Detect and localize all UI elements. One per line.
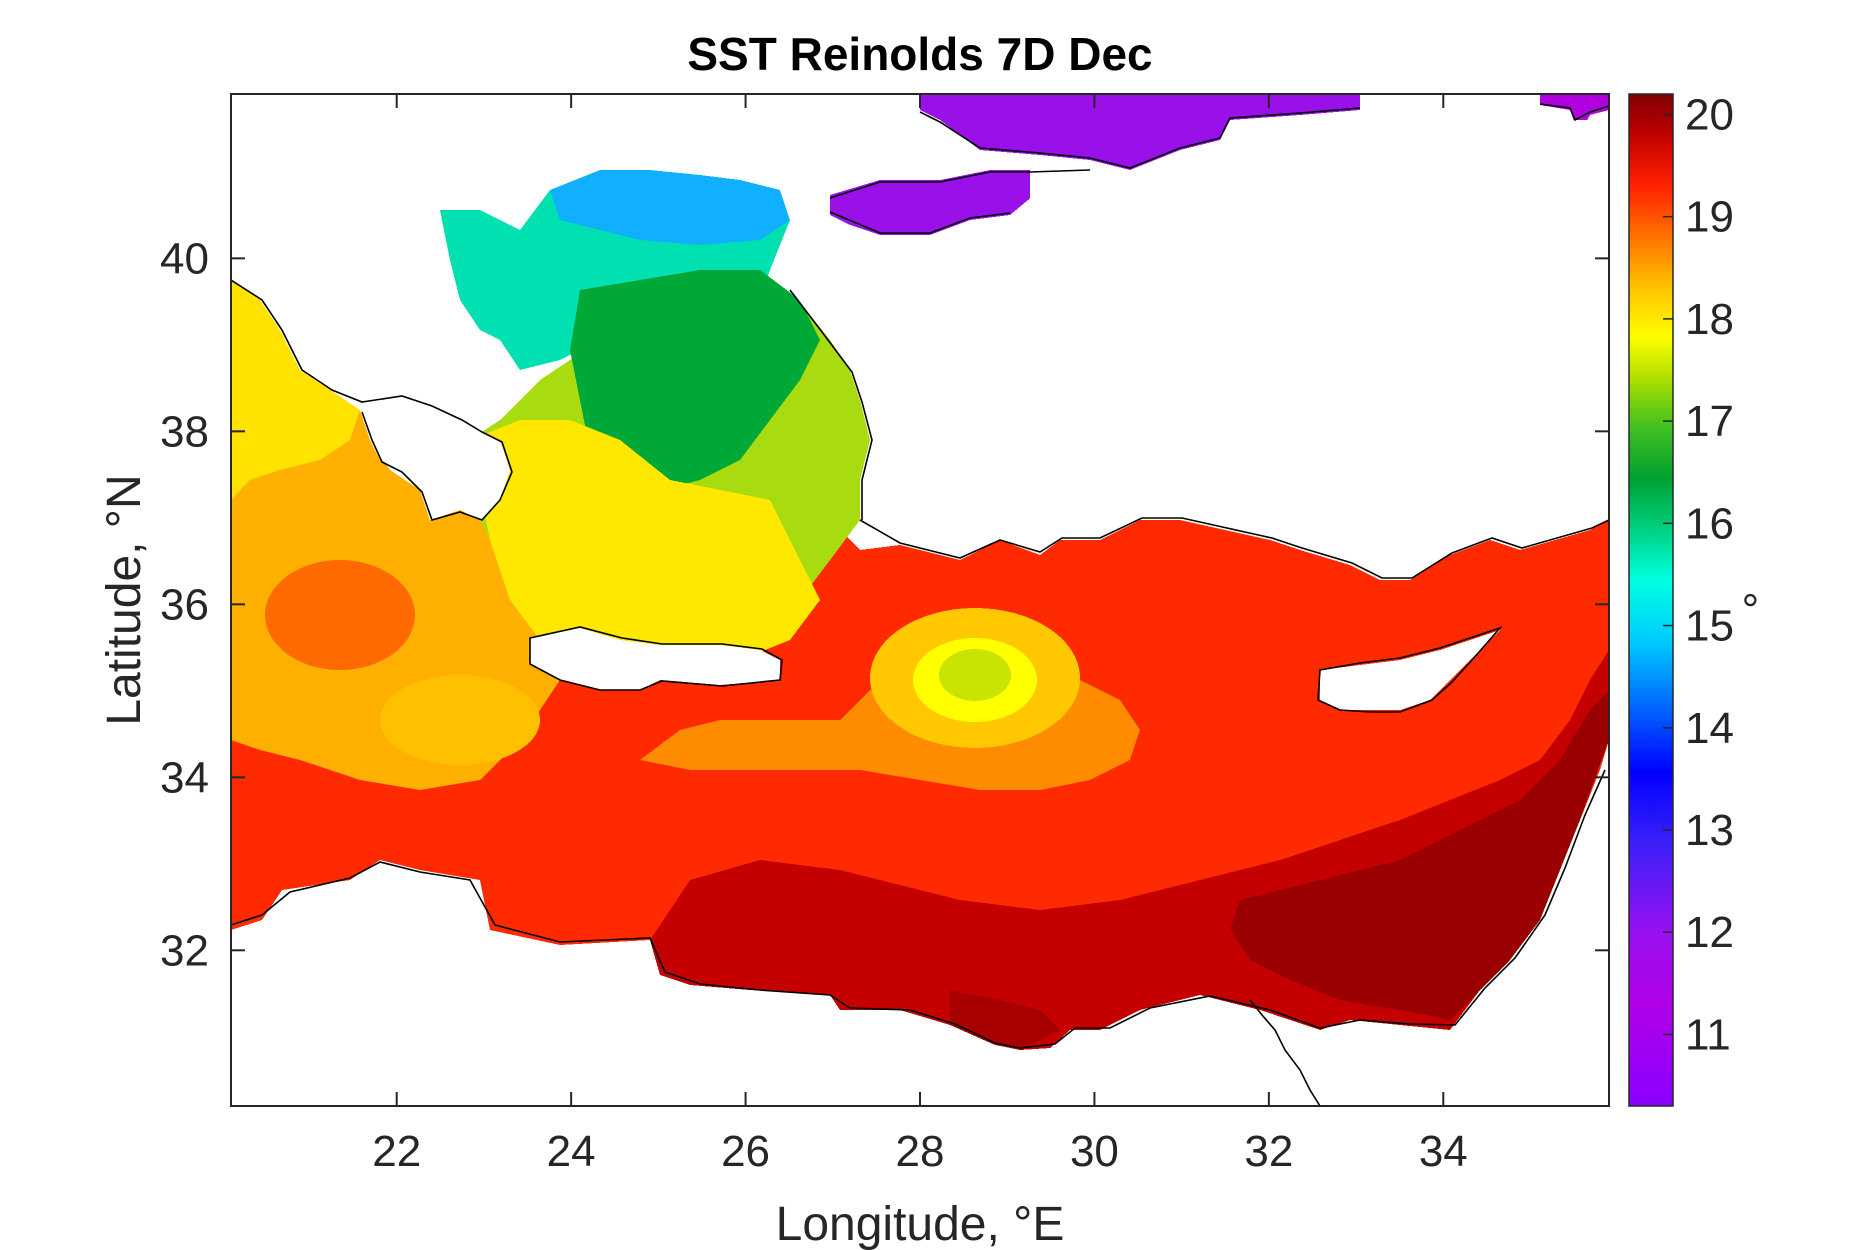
colorbar-ticks: 11 12 13 14 15 16 17 18 19 20 (1663, 90, 1734, 1059)
x-tick-label: 24 (547, 1127, 596, 1176)
colorbar-tick-label: 20 (1685, 90, 1734, 139)
crete-coastline (529, 626, 783, 691)
colorbar-tick-label: 13 (1685, 806, 1734, 855)
black-sea-east-region (1540, 94, 1609, 124)
anatolia-land (790, 110, 1609, 580)
crete-land (530, 628, 780, 690)
balkan-land (231, 94, 920, 400)
y-ticks: 32 34 36 38 40 (160, 234, 1609, 975)
x-tick-label: 32 (1244, 1127, 1293, 1176)
x-tick-label: 28 (896, 1127, 945, 1176)
marmara-coastline (829, 169, 1091, 234)
anatolia-coastline (859, 517, 1609, 579)
black-sea-coastline (919, 103, 1609, 169)
colorbar-label: ° (1736, 591, 1785, 609)
cyprus-land (1320, 630, 1500, 710)
y-axis-label: Latitude, °N (98, 474, 151, 725)
north-aegean-blue-region (550, 165, 790, 245)
south-ionian-yellow-eddy (380, 675, 540, 765)
x-ticks: 22 24 26 28 30 32 34 (372, 94, 1468, 1176)
colorbar-tick-label: 14 (1685, 704, 1734, 753)
sst-field (231, 94, 1609, 1106)
north-africa-land (231, 740, 1609, 1106)
colorbar-gradient (1628, 93, 1674, 1107)
south-aegean-yellow-region (470, 420, 820, 660)
y-tick-label: 40 (160, 234, 209, 283)
y-tick-label: 34 (160, 753, 209, 802)
black-sea-region (920, 94, 1360, 170)
x-tick-label: 30 (1070, 1127, 1119, 1176)
central-aegean-region (570, 270, 820, 490)
levantine-dark-core (1230, 690, 1609, 1020)
colorbar: 11 12 13 14 15 16 17 18 19 20 ° (1628, 90, 1785, 1107)
colorbar-tick-label: 11 (1685, 1010, 1731, 1059)
x-tick-label: 34 (1419, 1127, 1468, 1176)
y-tick-label: 36 (160, 580, 209, 629)
chart-title: SST Reinolds 7D Dec (687, 28, 1152, 80)
cyprus-coastline (1317, 626, 1503, 713)
colorbar-tick-label: 15 (1685, 602, 1734, 651)
colorbar-tick-label: 16 (1685, 499, 1734, 548)
y-tick-label: 38 (160, 407, 209, 456)
aegean-east-coastline (789, 289, 873, 520)
x-tick-label: 26 (721, 1127, 770, 1176)
north-africa-coastline (231, 769, 1606, 1049)
x-tick-label: 22 (372, 1127, 421, 1176)
y-tick-label: 32 (160, 926, 209, 975)
greece-coastline (231, 279, 513, 521)
ionian-yellow-region (231, 280, 360, 500)
colorbar-tick-label: 17 (1685, 397, 1734, 446)
nile-delta-coastline (1249, 999, 1321, 1106)
colorbar-tick-label: 19 (1685, 193, 1734, 242)
rhodes-gyre-center (939, 649, 1011, 701)
coastlines (231, 103, 1609, 1106)
x-axis-label: Longitude, °E (776, 1198, 1065, 1250)
west-ionian-eddy (265, 560, 415, 670)
plot-area (231, 94, 1609, 1106)
colorbar-tick-label: 12 (1685, 908, 1734, 957)
colorbar-tick-label: 18 (1685, 295, 1734, 344)
